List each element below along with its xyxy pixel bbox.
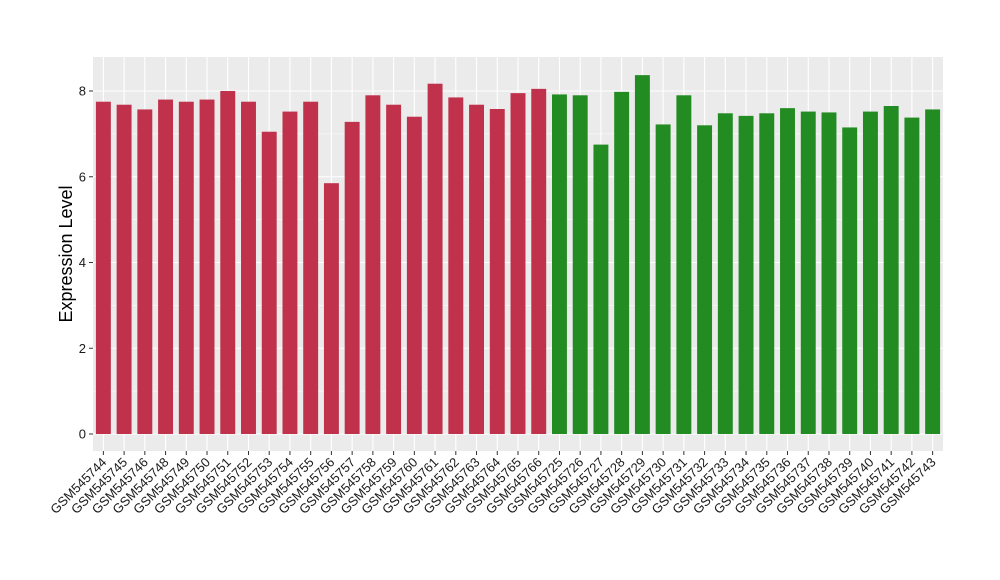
bar-GSM545749: [178, 101, 194, 434]
y-tick-label: 6: [79, 169, 86, 184]
bar-GSM545754: [282, 111, 298, 434]
bar-GSM545748: [158, 99, 174, 434]
bar-GSM545756: [323, 183, 339, 434]
bar-GSM545727: [593, 144, 609, 434]
bar-GSM545753: [261, 131, 277, 434]
bar-GSM545730: [655, 124, 671, 434]
bar-GSM545758: [365, 95, 381, 434]
bar-GSM545739: [842, 127, 858, 434]
bar-GSM545763: [469, 104, 484, 434]
bars: [95, 75, 941, 435]
bar-GSM545725: [552, 94, 567, 435]
y-axis: 0 2 4 6 8: [79, 84, 93, 442]
bar-GSM545750: [199, 99, 215, 434]
bar-GSM545755: [303, 101, 319, 434]
bar-GSM545731: [676, 95, 692, 434]
bar-GSM545760: [406, 116, 422, 434]
bar-GSM545742: [904, 117, 920, 435]
bar-GSM545733: [717, 113, 733, 435]
bar-GSM545729: [634, 75, 650, 434]
bar-GSM545762: [448, 97, 464, 435]
bar-GSM545734: [738, 115, 754, 435]
bar-GSM545743: [925, 109, 941, 434]
bar-GSM545735: [759, 113, 775, 435]
bar-GSM545764: [489, 109, 505, 434]
bar-GSM545744: [95, 101, 111, 434]
bar-GSM545732: [697, 125, 713, 435]
bar-GSM545751: [220, 91, 236, 434]
bar-GSM545741: [883, 106, 899, 434]
bar-GSM545759: [386, 104, 402, 434]
y-tick-label: 4: [79, 255, 86, 270]
bar-GSM545728: [614, 91, 630, 435]
bar-GSM545765: [510, 93, 526, 435]
bar-GSM545746: [137, 109, 153, 434]
y-tick-label: 0: [79, 427, 86, 442]
bar-GSM545761: [427, 83, 443, 435]
bar-GSM545726: [572, 95, 588, 434]
y-axis-label: Expression Level: [56, 185, 76, 322]
y-tick-label: 2: [79, 341, 86, 356]
bar-GSM545738: [821, 112, 837, 434]
y-tick-label: 8: [79, 84, 86, 99]
bar-GSM545737: [800, 111, 816, 434]
bar-GSM545757: [344, 121, 360, 435]
bar-GSM545745: [116, 104, 132, 434]
bar-GSM545766: [531, 88, 547, 434]
bar-GSM545740: [862, 111, 878, 434]
bar-GSM545752: [241, 101, 256, 434]
bar-GSM545736: [780, 108, 795, 435]
x-axis: GSM545744GSM545745GSM545746GSM545748GSM5…: [47, 451, 939, 517]
